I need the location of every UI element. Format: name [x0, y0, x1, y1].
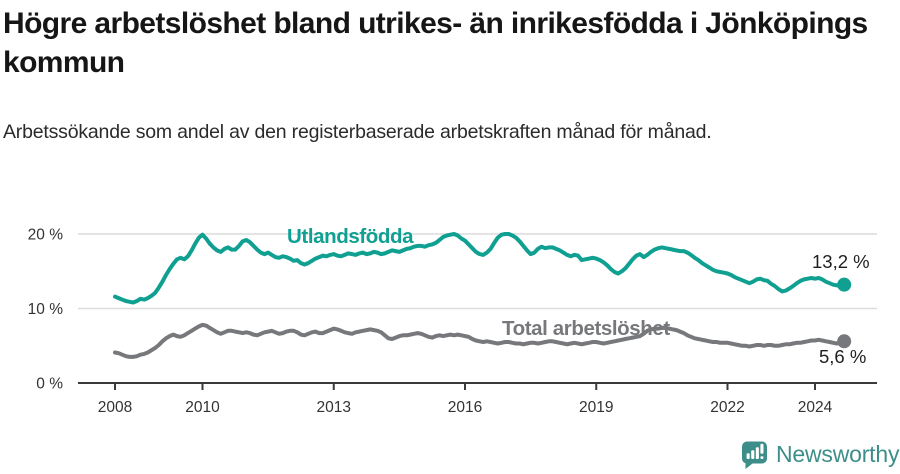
- x-axis-tick-label: 2019: [579, 399, 613, 416]
- series-line-total-arbetsloshet: [113, 322, 847, 359]
- x-axis-tick-label: 2010: [185, 399, 220, 416]
- newsworthy-logo: Newsworthy: [739, 439, 899, 470]
- x-axis-tick-label: 2022: [710, 399, 744, 416]
- series-end-dot-total-arbetsloshet: [837, 334, 852, 349]
- logo-exclamation-bar: [760, 443, 764, 454]
- chart-subtitle: Arbetssökande som andel av den registerb…: [3, 121, 712, 143]
- x-axis-tick-label: 2016: [448, 399, 482, 416]
- y-axis-tick-label: 20 %: [28, 227, 64, 244]
- series-label-total-arbetsloshet: Total arbetslöshet: [502, 317, 670, 340]
- x-axis-tick-label: 2013: [317, 399, 351, 416]
- logo-bar-tall: [755, 447, 759, 459]
- end-value-label-total-arbetsloshet: 5,6 %: [819, 346, 867, 367]
- series-label-utlandsfodda: Utlandsfödda: [287, 225, 414, 248]
- newsworthy-logo-text: Newsworthy: [776, 441, 900, 467]
- logo-exclamation-dot: [760, 456, 764, 459]
- chart-canvas: 0 % 10 % 20 % 2008 2010 2013 2016 2019 2022 2024: [28, 227, 877, 416]
- series-end-dot-utlandsfodda: [837, 277, 852, 292]
- x-axis-tick-label: 2024: [798, 399, 833, 416]
- y-axis-tick-label: 10 %: [28, 301, 64, 318]
- y-axis-tick-label: 0 %: [36, 376, 63, 393]
- page-title: Högre arbetslöshet bland utrikes- än inr…: [3, 7, 868, 79]
- end-value-label-utlandsfodda: 13,2 %: [812, 251, 870, 272]
- logo-bar-medium: [751, 450, 755, 459]
- newsworthy-logo-icon: [742, 441, 767, 469]
- series-line-utlandsfodda: [113, 232, 847, 305]
- logo-bar-small: [746, 453, 750, 459]
- x-axis-tick-label: 2008: [98, 399, 132, 416]
- line-chart: 0 % 10 % 20 % 2008 2010 2013 2016 2019 2022 2024 …: [0, 190, 900, 440]
